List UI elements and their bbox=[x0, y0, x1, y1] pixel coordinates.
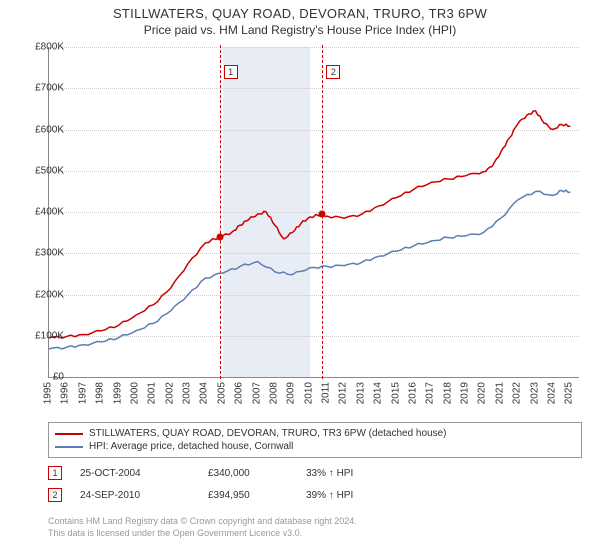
sale-num-box: 1 bbox=[48, 466, 62, 480]
chart-container: STILLWATERS, QUAY ROAD, DEVORAN, TRURO, … bbox=[0, 0, 600, 560]
legend-item: HPI: Average price, detached house, Corn… bbox=[55, 440, 575, 453]
x-tick-label: 2011 bbox=[321, 382, 332, 404]
legend-item: STILLWATERS, QUAY ROAD, DEVORAN, TRURO, … bbox=[55, 427, 575, 440]
legend: STILLWATERS, QUAY ROAD, DEVORAN, TRURO, … bbox=[48, 422, 582, 458]
sale-dot bbox=[216, 233, 223, 240]
y-tick-label: £700K bbox=[20, 83, 64, 94]
y-tick-label: £800K bbox=[20, 42, 64, 53]
x-tick-label: 2018 bbox=[442, 382, 453, 404]
x-tick-label: 2001 bbox=[147, 382, 158, 404]
y-tick-label: £600K bbox=[20, 124, 64, 135]
x-tick-label: 2006 bbox=[234, 382, 245, 404]
sale-dot bbox=[319, 211, 326, 218]
x-tick-label: 2010 bbox=[303, 382, 314, 404]
footer-line1: Contains HM Land Registry data © Crown c… bbox=[48, 516, 357, 526]
sale-num-box: 2 bbox=[48, 488, 62, 502]
legend-swatch bbox=[55, 446, 83, 448]
x-tick-label: 2015 bbox=[390, 382, 401, 404]
legend-label: HPI: Average price, detached house, Corn… bbox=[89, 441, 293, 452]
sale-price: £340,000 bbox=[208, 468, 288, 479]
x-tick-label: 1997 bbox=[77, 382, 88, 404]
x-tick-label: 1998 bbox=[95, 382, 106, 404]
sale-pct: 33% ↑ HPI bbox=[306, 468, 353, 479]
x-tick-label: 2023 bbox=[529, 382, 540, 404]
footer-attribution: Contains HM Land Registry data © Crown c… bbox=[48, 516, 568, 539]
legend-label: STILLWATERS, QUAY ROAD, DEVORAN, TRURO, … bbox=[89, 428, 447, 439]
sale-row: 2 24-SEP-2010 £394,950 39% ↑ HPI bbox=[48, 488, 353, 502]
sale-date: 24-SEP-2010 bbox=[80, 490, 190, 501]
series-line bbox=[49, 190, 570, 349]
x-tick-label: 2008 bbox=[268, 382, 279, 404]
sale-pct: 39% ↑ HPI bbox=[306, 490, 353, 501]
sale-date: 25-OCT-2004 bbox=[80, 468, 190, 479]
x-tick-label: 2009 bbox=[286, 382, 297, 404]
line-svg bbox=[49, 47, 579, 377]
x-tick-label: 2022 bbox=[512, 382, 523, 404]
footer-line2: This data is licensed under the Open Gov… bbox=[48, 528, 302, 538]
x-tick-label: 1996 bbox=[60, 382, 71, 404]
x-tick-label: 2004 bbox=[199, 382, 210, 404]
x-tick-label: 1999 bbox=[112, 382, 123, 404]
sale-price: £394,950 bbox=[208, 490, 288, 501]
x-tick-label: 2017 bbox=[425, 382, 436, 404]
y-tick-label: £200K bbox=[20, 289, 64, 300]
x-tick-label: 2012 bbox=[338, 382, 349, 404]
chart-subtitle: Price paid vs. HM Land Registry's House … bbox=[0, 21, 600, 41]
y-tick-label: £0 bbox=[20, 372, 64, 383]
x-tick-label: 2014 bbox=[373, 382, 384, 404]
plot-area: 12 bbox=[48, 47, 579, 378]
x-tick-label: 2002 bbox=[164, 382, 175, 404]
x-tick-label: 2007 bbox=[251, 382, 262, 404]
y-tick-label: £500K bbox=[20, 165, 64, 176]
x-tick-label: 2024 bbox=[546, 382, 557, 404]
chart-title: STILLWATERS, QUAY ROAD, DEVORAN, TRURO, … bbox=[0, 0, 600, 21]
x-tick-label: 2016 bbox=[407, 382, 418, 404]
x-tick-label: 2021 bbox=[494, 382, 505, 404]
y-tick-label: £100K bbox=[20, 330, 64, 341]
legend-swatch bbox=[55, 433, 83, 435]
x-tick-label: 1995 bbox=[43, 382, 54, 404]
x-tick-label: 2020 bbox=[477, 382, 488, 404]
x-tick-label: 2000 bbox=[129, 382, 140, 404]
x-tick-label: 2013 bbox=[355, 382, 366, 404]
x-tick-label: 2003 bbox=[182, 382, 193, 404]
y-tick-label: £300K bbox=[20, 248, 64, 259]
y-tick-label: £400K bbox=[20, 207, 64, 218]
x-tick-label: 2005 bbox=[216, 382, 227, 404]
x-tick-label: 2019 bbox=[460, 382, 471, 404]
sale-row: 1 25-OCT-2004 £340,000 33% ↑ HPI bbox=[48, 466, 353, 480]
series-line bbox=[49, 111, 570, 338]
x-tick-label: 2025 bbox=[564, 382, 575, 404]
